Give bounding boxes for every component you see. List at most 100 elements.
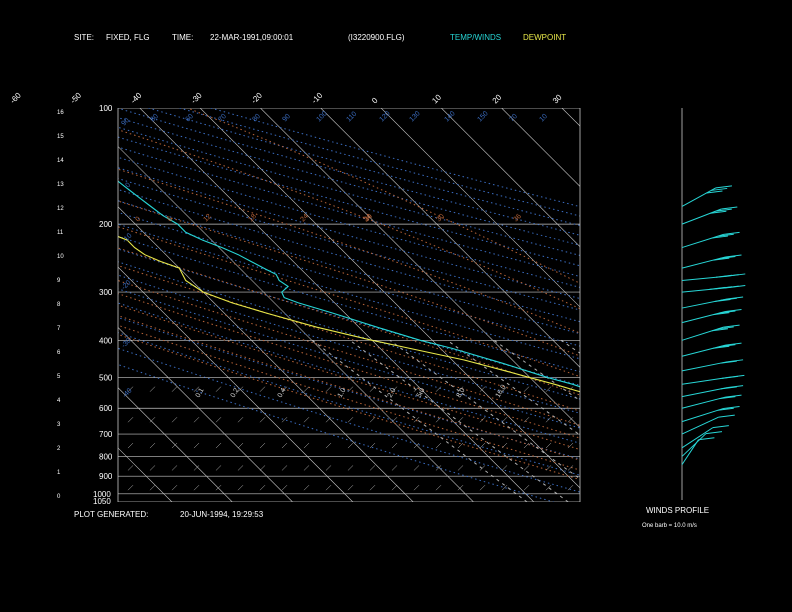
wind-barb <box>718 414 735 418</box>
dry-adiabat-label: 150 <box>476 110 489 123</box>
isohume-tick <box>436 503 441 508</box>
temperature-tick-label: -10 <box>310 90 325 105</box>
isotherm-line <box>118 266 354 502</box>
height-tick-label: 13 <box>57 182 64 188</box>
isotherm-line <box>118 387 233 502</box>
moist-adiabat-label: 36 <box>512 213 523 224</box>
isohume-tick <box>545 465 552 471</box>
isotherm-line <box>622 108 792 502</box>
isohume-tick <box>149 442 156 449</box>
isohume-tick <box>480 503 485 508</box>
mixing-ratio-label: 0.1 <box>195 387 206 399</box>
moist-adiabat-label: 30 <box>435 213 446 224</box>
plot-generated-label: PLOT GENERATED: <box>74 510 149 519</box>
isohume-tick <box>479 386 486 392</box>
mixing-ratio-label: 2.0 <box>387 387 398 399</box>
moist-adiabat-line <box>118 247 580 396</box>
pressure-tick-label: 1050 <box>93 497 111 506</box>
wind-barb <box>715 185 733 189</box>
isohume-tick <box>215 386 222 392</box>
isotherm-line <box>561 108 580 127</box>
wind-barb-staff <box>681 256 726 269</box>
wind-barb <box>723 324 740 328</box>
isotherm-line <box>118 447 173 502</box>
isohume-tick <box>501 417 508 423</box>
wind-barb <box>715 274 733 278</box>
isohume-tick <box>281 484 288 491</box>
temperature-tick-label: 20 <box>491 92 504 105</box>
isohume-tick <box>259 442 266 449</box>
moist-adiabat-line <box>118 304 580 451</box>
isohume-tick <box>127 484 134 491</box>
moist-adiabat-line <box>118 129 580 310</box>
moist-adiabat-line <box>118 226 580 378</box>
isohume-tick <box>567 484 574 491</box>
isohume-tick <box>413 442 420 449</box>
isohume-tick <box>369 484 376 491</box>
height-tick-label: 11 <box>57 230 64 236</box>
isohume-tick <box>391 417 398 423</box>
isohume-tick <box>149 386 156 392</box>
wind-barb <box>721 375 738 379</box>
isohume-tick <box>172 503 177 508</box>
isohume-tick <box>282 503 287 508</box>
isohume-tick <box>259 386 266 392</box>
mixing-ratio-line <box>493 339 580 402</box>
isohume-tick <box>259 417 266 423</box>
height-tick-label: 10 <box>57 254 64 260</box>
isohume-tick <box>435 442 442 449</box>
dry-adiabat-line <box>118 223 580 360</box>
isohume-tick <box>325 484 332 491</box>
dry-adiabat-line <box>118 235 580 373</box>
height-tick-label: 2 <box>57 446 61 452</box>
isohume-tick <box>524 503 529 508</box>
moist-adiabat-label: 30 <box>363 213 374 224</box>
isohume-tick <box>370 503 375 508</box>
isohume-tick <box>281 465 288 471</box>
dry-adiabat-line <box>118 156 580 288</box>
dry-adiabat-label: 60 <box>184 113 195 124</box>
wind-barb <box>717 233 734 237</box>
isohume-tick <box>325 417 332 423</box>
dry-adiabat-line <box>118 332 580 476</box>
isohume-tick <box>281 386 288 392</box>
isohume-tick <box>237 386 244 392</box>
dry-adiabat-line <box>118 261 580 400</box>
wind-barb-staff <box>681 233 724 249</box>
isohume-tick <box>303 442 310 449</box>
winds-profile-title: WINDS PROFILE <box>646 506 710 515</box>
wind-barb <box>711 187 728 191</box>
isohume-tick <box>413 465 420 471</box>
wind-barb <box>713 345 730 349</box>
dry-adiabat-label: -10 <box>121 232 133 244</box>
isohume-tick <box>501 386 508 392</box>
moist-adiabat-line <box>118 168 580 334</box>
dry-adiabat-line <box>118 364 554 502</box>
isohume-tick <box>568 503 573 508</box>
isohume-tick <box>303 386 310 392</box>
isohume-tick <box>457 465 464 471</box>
dry-adiabat-line <box>210 108 580 208</box>
wind-barb-staff <box>681 427 714 449</box>
isohume-tick <box>391 442 398 449</box>
isohume-tick <box>413 386 420 392</box>
isohume-tick <box>149 484 156 491</box>
isohume-tick <box>237 442 244 449</box>
dry-adiabat-line <box>118 248 580 386</box>
wind-barb <box>719 256 736 260</box>
height-tick-label: 14 <box>57 158 64 164</box>
legend-temp-winds: TEMP/WINDS <box>450 33 502 42</box>
site-label: SITE: <box>74 33 95 42</box>
dewpoint-trace <box>118 235 580 393</box>
isohume-tick <box>303 484 310 491</box>
moist-adiabat-label: 24 <box>362 213 373 224</box>
dry-adiabat-label: 110 <box>345 110 358 123</box>
isohume-tick <box>567 465 574 471</box>
wind-barb <box>717 407 734 411</box>
mixing-ratio-line <box>446 339 580 436</box>
isohume-tick <box>303 417 310 423</box>
wind-barb <box>725 308 742 312</box>
dry-adiabat-line <box>118 146 580 277</box>
isohume-tick <box>304 503 309 508</box>
isohume-tick <box>194 503 199 508</box>
